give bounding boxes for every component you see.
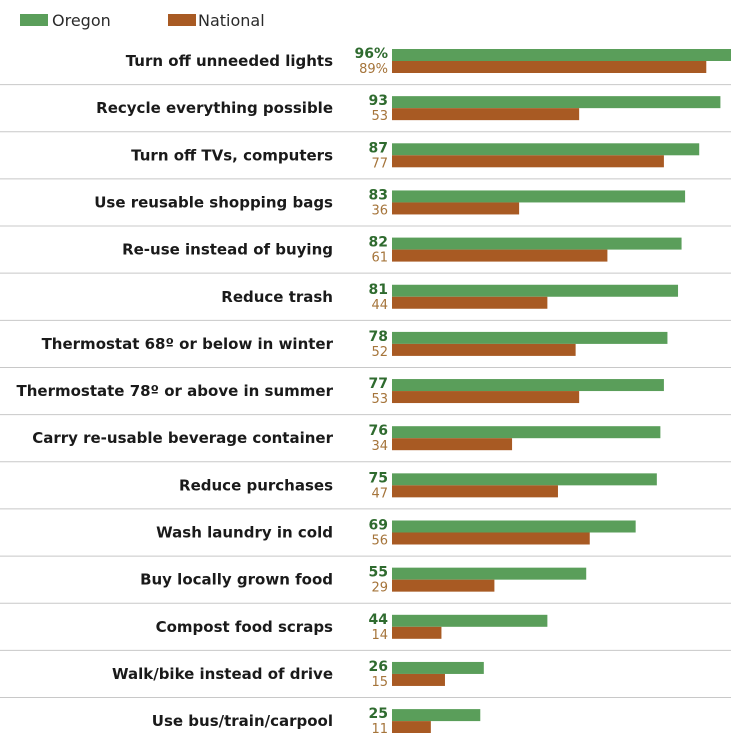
national-value-label: 53 — [371, 109, 388, 124]
oregon-bar — [392, 615, 547, 627]
category-label: Use bus/train/carpool — [152, 712, 333, 730]
oregon-value-label: 78 — [369, 329, 388, 345]
national-value-label: 61 — [371, 251, 388, 266]
oregon-value-label: 96% — [354, 46, 388, 62]
national-value-label: 14 — [371, 628, 388, 643]
category-label: Turn off unneeded lights — [126, 52, 333, 70]
legend-swatch-oregon — [20, 14, 48, 26]
oregon-value-label: 44 — [369, 612, 389, 628]
national-value-label: 15 — [371, 675, 388, 690]
oregon-bar — [392, 190, 685, 202]
oregon-value-label: 81 — [369, 282, 388, 298]
oregon-bar — [392, 662, 484, 674]
national-bar — [392, 485, 558, 497]
category-label: Wash laundry in cold — [156, 524, 333, 542]
national-bar — [392, 627, 441, 639]
category-label: Carry re-usable beverage container — [32, 429, 333, 447]
category-label: Reduce purchases — [179, 476, 333, 494]
national-value-label: 89% — [359, 62, 388, 77]
oregon-bar — [392, 49, 731, 61]
oregon-bar — [392, 379, 664, 391]
oregon-value-label: 26 — [369, 659, 388, 675]
national-bar — [392, 344, 576, 356]
national-value-label: 53 — [371, 392, 388, 407]
national-bar — [392, 533, 590, 545]
national-value-label: 34 — [371, 439, 388, 454]
oregon-bar — [392, 143, 699, 155]
national-bar — [392, 61, 706, 73]
oregon-value-label: 77 — [369, 376, 388, 392]
oregon-value-label: 76 — [369, 423, 388, 439]
category-label: Reduce trash — [221, 288, 333, 306]
national-bar — [392, 250, 607, 262]
national-bar — [392, 721, 431, 733]
legend: Oregon National — [20, 11, 265, 30]
national-bar — [392, 438, 512, 450]
oregon-value-label: 69 — [369, 518, 388, 534]
oregon-bar — [392, 473, 657, 485]
oregon-bar — [392, 96, 720, 108]
national-bar — [392, 108, 579, 120]
legend-label-oregon: Oregon — [52, 11, 111, 30]
oregon-value-label: 83 — [369, 187, 388, 203]
national-bar — [392, 297, 547, 309]
category-label: Re-use instead of buying — [122, 241, 333, 259]
national-bar — [392, 391, 579, 403]
category-label: Thermostate 78º or above in summer — [16, 382, 333, 400]
category-label: Turn off TVs, computers — [131, 146, 333, 164]
national-value-label: 47 — [371, 486, 388, 501]
national-bar — [392, 580, 494, 592]
oregon-value-label: 82 — [369, 235, 388, 251]
national-bar — [392, 155, 664, 167]
national-value-label: 56 — [371, 534, 388, 549]
oregon-bar — [392, 238, 682, 250]
category-label: Recycle everything possible — [96, 99, 333, 117]
category-label: Buy locally grown food — [140, 571, 333, 589]
national-value-label: 44 — [371, 298, 388, 313]
legend-label-national: National — [198, 11, 265, 30]
oregon-bar — [392, 285, 678, 297]
oregon-bar — [392, 426, 660, 438]
oregon-bar — [392, 709, 480, 721]
oregon-value-label: 55 — [369, 565, 388, 581]
oregon-value-label: 93 — [369, 93, 388, 109]
chart-row: Turn off unneeded lights 96%89% — [0, 46, 731, 85]
category-label: Thermostat 68º or below in winter — [42, 335, 334, 353]
oregon-bar — [392, 332, 667, 344]
national-bar — [392, 202, 519, 214]
legend-swatch-national — [168, 14, 196, 26]
national-value-label: 29 — [371, 581, 388, 596]
national-bar — [392, 674, 445, 686]
oregon-value-label: 75 — [369, 470, 388, 486]
category-label: Use reusable shopping bags — [94, 193, 333, 211]
national-value-label: 52 — [371, 345, 388, 360]
oregon-value-label: 87 — [369, 140, 388, 156]
national-value-label: 11 — [371, 722, 388, 733]
category-label: Compost food scraps — [156, 618, 333, 636]
oregon-bar — [392, 568, 586, 580]
chart-rows: Turn off unneeded lights 96%89% Recycle ev… — [0, 46, 731, 733]
oregon-value-label: 25 — [369, 706, 388, 722]
category-label: Walk/bike instead of drive — [112, 665, 333, 683]
national-value-label: 36 — [371, 203, 388, 218]
oregon-bar — [392, 521, 636, 533]
national-value-label: 77 — [371, 156, 388, 171]
